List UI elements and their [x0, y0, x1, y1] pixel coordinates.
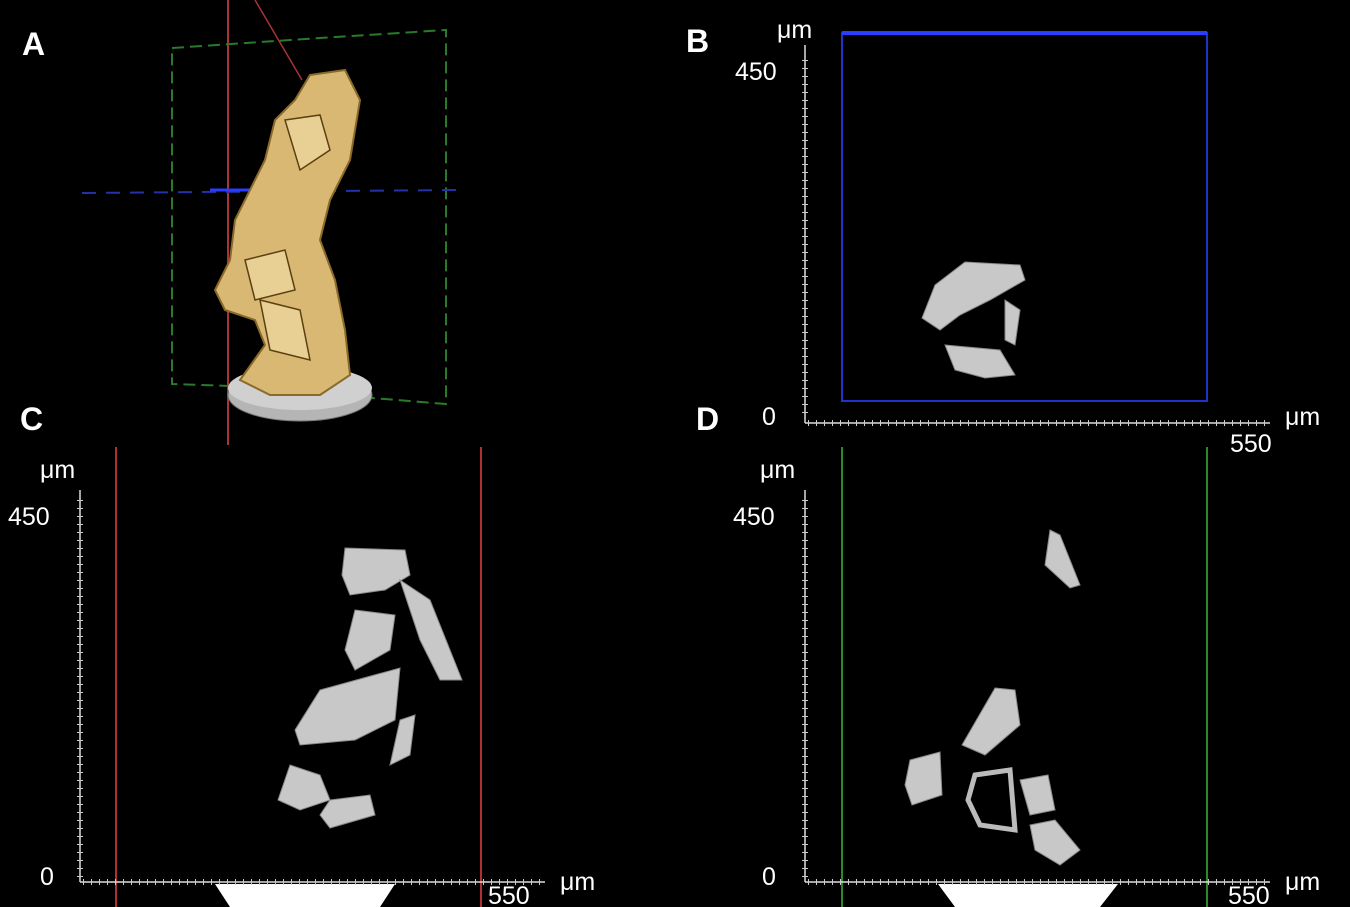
x-unit: μm	[1285, 868, 1320, 896]
origin-label: 0	[762, 863, 776, 891]
x-max-label: 550	[488, 882, 530, 907]
origin-label: 0	[40, 863, 54, 891]
page: A B μm 450 0 550 μm C μm 450	[0, 0, 1350, 907]
y-max-label: 450	[733, 503, 775, 531]
x-max-label: 550	[1230, 430, 1272, 458]
x-max-label: 550	[1228, 882, 1270, 907]
background	[0, 0, 1350, 907]
origin-label: 0	[762, 403, 776, 431]
panel-label: C	[20, 401, 43, 437]
panel-label: B	[686, 23, 709, 59]
x-unit: μm	[560, 868, 595, 896]
stub-base	[215, 884, 395, 907]
panel-label: D	[696, 401, 719, 437]
x-unit: μm	[1285, 403, 1320, 431]
panel-label: A	[22, 26, 45, 62]
y-max-label: 450	[735, 58, 777, 86]
stub-base	[938, 884, 1118, 907]
figure: A B μm 450 0 550 μm C μm 450	[0, 0, 1350, 907]
y-max-label: 450	[8, 503, 50, 531]
y-unit: μm	[777, 16, 812, 44]
y-unit: μm	[40, 456, 75, 484]
y-unit: μm	[760, 456, 795, 484]
grain	[905, 752, 942, 805]
